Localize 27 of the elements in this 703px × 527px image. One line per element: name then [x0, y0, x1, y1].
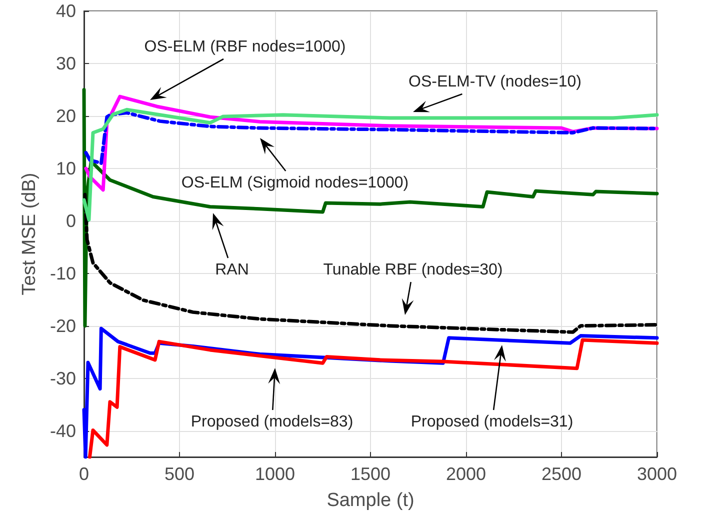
y-tick-label: 40: [56, 1, 76, 21]
annotation: OS-ELM (RBF nodes=1000): [144, 38, 346, 56]
annotation: Proposed (models=83): [190, 414, 354, 430]
x-tick-label: 500: [164, 464, 195, 484]
annotation: Tunable RBF (nodes=30): [323, 262, 503, 278]
x-axis-title: Sample (t): [326, 490, 414, 511]
y-tick-label: -30: [50, 368, 76, 388]
y-tick-label: 10: [56, 158, 76, 178]
y-tick-label: -20: [50, 316, 76, 336]
y-tick-label: 30: [56, 53, 76, 74]
y-axis-title: Test MSE (dB): [19, 172, 40, 296]
line-series: [82, 108, 659, 222]
x-tick-label: 1000: [254, 464, 296, 484]
y-tick-label: 0: [66, 210, 76, 231]
y-tick-label: -10: [50, 263, 76, 284]
annotation: OS-ELM-TV (nodes=10): [408, 74, 582, 90]
x-tick-label: 1500: [350, 464, 391, 484]
annotation: OS-ELM (Sigmoid nodes=1000): [181, 174, 409, 192]
y-tick-label: -40: [50, 420, 76, 441]
y-tick-label: 20: [56, 106, 76, 126]
annotation: Proposed (models=31): [410, 414, 574, 430]
annotation: RAN: [215, 262, 249, 278]
line-series: [83, 192, 659, 334]
x-tick-label: 3000: [636, 464, 678, 484]
x-tick-label: 2000: [446, 464, 486, 484]
x-tick-label: 0: [78, 464, 90, 484]
x-tick-label: 2500: [541, 464, 582, 484]
